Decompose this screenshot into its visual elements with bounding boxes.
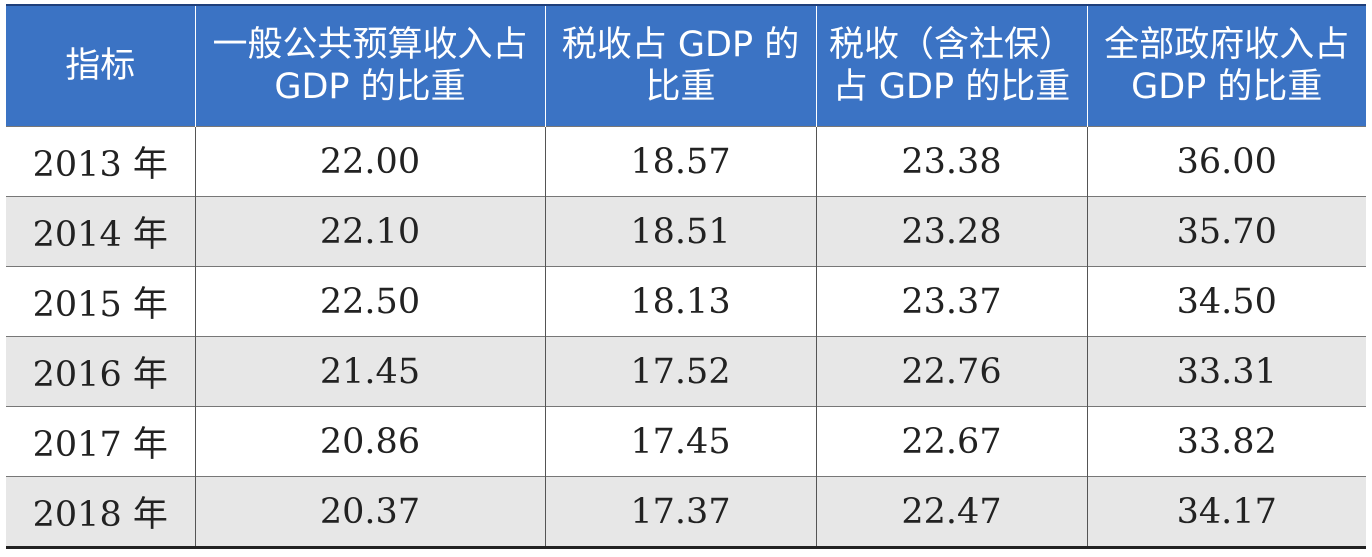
header-row: 指标 一般公共预算收入占 GDP 的比重 税收占 GDP 的比重 税收（含社保）… bbox=[6, 5, 1366, 127]
value-cell: 23.38 bbox=[815, 126, 1088, 197]
value-cell: 20.37 bbox=[194, 476, 546, 548]
year-cell: 2015 年 bbox=[6, 266, 196, 337]
value-cell: 20.86 bbox=[194, 406, 546, 477]
value-cell: 22.00 bbox=[194, 126, 546, 197]
value-cell: 36.00 bbox=[1086, 126, 1366, 197]
table-row: 2013 年 22.00 18.57 23.38 36.00 bbox=[6, 126, 1366, 197]
table-row: 2014 年 22.10 18.51 23.28 35.70 bbox=[6, 196, 1366, 267]
year-cell: 2016 年 bbox=[6, 336, 196, 407]
fiscal-revenue-ratio-table: 指标 一般公共预算收入占 GDP 的比重 税收占 GDP 的比重 税收（含社保）… bbox=[6, 4, 1366, 549]
value-cell: 23.28 bbox=[815, 196, 1088, 267]
table-row: 2018 年 20.37 17.37 22.47 34.17 bbox=[6, 476, 1366, 548]
header-tax-ratio: 税收占 GDP 的比重 bbox=[544, 5, 817, 127]
value-cell: 22.10 bbox=[194, 196, 546, 267]
year-cell: 2014 年 bbox=[6, 196, 196, 267]
value-cell: 18.13 bbox=[544, 266, 817, 337]
value-cell: 21.45 bbox=[194, 336, 546, 407]
year-cell: 2013 年 bbox=[6, 126, 196, 197]
header-indicator: 指标 bbox=[6, 5, 196, 127]
value-cell: 35.70 bbox=[1086, 196, 1366, 267]
value-cell: 23.37 bbox=[815, 266, 1088, 337]
header-tax-incl-social-security-ratio: 税收（含社保）占 GDP 的比重 bbox=[815, 5, 1088, 127]
value-cell: 17.45 bbox=[544, 406, 817, 477]
value-cell: 22.50 bbox=[194, 266, 546, 337]
table-row: 2016 年 21.45 17.52 22.76 33.31 bbox=[6, 336, 1366, 407]
value-cell: 18.51 bbox=[544, 196, 817, 267]
value-cell: 34.50 bbox=[1086, 266, 1366, 337]
value-cell: 17.52 bbox=[544, 336, 817, 407]
year-cell: 2018 年 bbox=[6, 476, 196, 548]
header-total-gov-revenue-ratio: 全部政府收入占 GDP 的比重 bbox=[1086, 5, 1366, 127]
value-cell: 18.57 bbox=[544, 126, 817, 197]
header-budget-revenue-ratio: 一般公共预算收入占 GDP 的比重 bbox=[194, 5, 546, 127]
value-cell: 22.47 bbox=[815, 476, 1088, 548]
value-cell: 22.76 bbox=[815, 336, 1088, 407]
table-header: 指标 一般公共预算收入占 GDP 的比重 税收占 GDP 的比重 税收（含社保）… bbox=[6, 5, 1366, 127]
value-cell: 17.37 bbox=[544, 476, 817, 548]
table-body: 2013 年 22.00 18.57 23.38 36.00 2014 年 22… bbox=[6, 126, 1366, 548]
value-cell: 33.31 bbox=[1086, 336, 1366, 407]
table-row: 2017 年 20.86 17.45 22.67 33.82 bbox=[6, 406, 1366, 477]
value-cell: 34.17 bbox=[1086, 476, 1366, 548]
year-cell: 2017 年 bbox=[6, 406, 196, 477]
table-row: 2015 年 22.50 18.13 23.37 34.50 bbox=[6, 266, 1366, 337]
data-table-container: 指标 一般公共预算收入占 GDP 的比重 税收占 GDP 的比重 税收（含社保）… bbox=[6, 4, 1366, 551]
value-cell: 22.67 bbox=[815, 406, 1088, 477]
value-cell: 33.82 bbox=[1086, 406, 1366, 477]
